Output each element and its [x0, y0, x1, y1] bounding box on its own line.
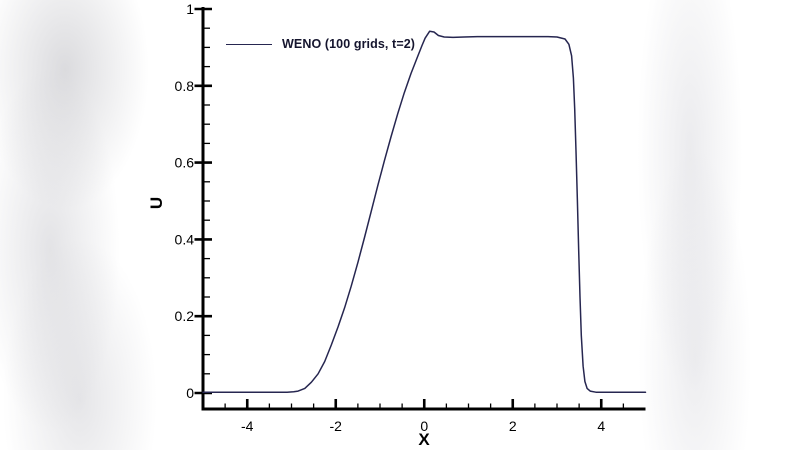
x-tick-label: 2 — [509, 418, 517, 434]
y-tick-label: 0.8 — [175, 78, 195, 94]
x-axis-title: X — [418, 430, 430, 449]
legend-label: WENO (100 grids, t=2) — [282, 37, 416, 51]
x-tick-label: 0 — [420, 418, 428, 434]
legend: WENO (100 grids, t=2) — [226, 36, 415, 52]
y-tick-label: 0.2 — [175, 308, 195, 324]
y-tick-label: 0 — [186, 385, 194, 401]
y-tick-label: 0.4 — [175, 231, 195, 247]
x-tick-label: -4 — [241, 418, 254, 434]
y-tick-label: 1 — [186, 1, 194, 17]
y-tick-label: 0.6 — [175, 155, 195, 171]
x-tick-label: -2 — [330, 418, 343, 434]
legend-line-sample — [226, 43, 272, 45]
x-tick-label: 4 — [597, 418, 605, 434]
y-axis-title: U — [147, 196, 166, 210]
data-curve — [202, 30, 647, 393]
